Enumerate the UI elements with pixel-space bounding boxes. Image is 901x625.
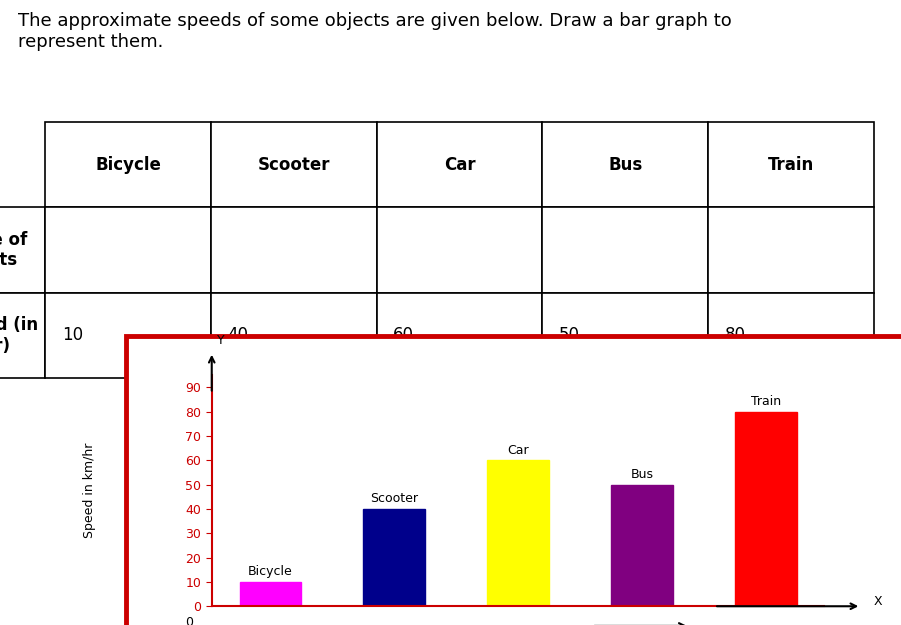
Bar xyxy=(734,411,796,606)
Bar xyxy=(240,582,302,606)
Text: Scooter: Scooter xyxy=(370,492,418,505)
Text: Speed in km/hr: Speed in km/hr xyxy=(83,443,96,538)
Bar xyxy=(487,460,549,606)
Text: 0: 0 xyxy=(186,616,194,625)
Text: Car: Car xyxy=(507,444,529,456)
Bar xyxy=(363,509,425,606)
Text: The approximate speeds of some objects are given below. Draw a bar graph to
repr: The approximate speeds of some objects a… xyxy=(18,12,732,51)
Text: Train: Train xyxy=(751,395,780,408)
Bar xyxy=(126,336,901,625)
Text: X: X xyxy=(873,595,882,608)
Text: Bus: Bus xyxy=(631,468,653,481)
Text: Bicycle: Bicycle xyxy=(248,565,293,578)
Bar xyxy=(611,484,673,606)
Text: Y: Y xyxy=(217,334,224,348)
